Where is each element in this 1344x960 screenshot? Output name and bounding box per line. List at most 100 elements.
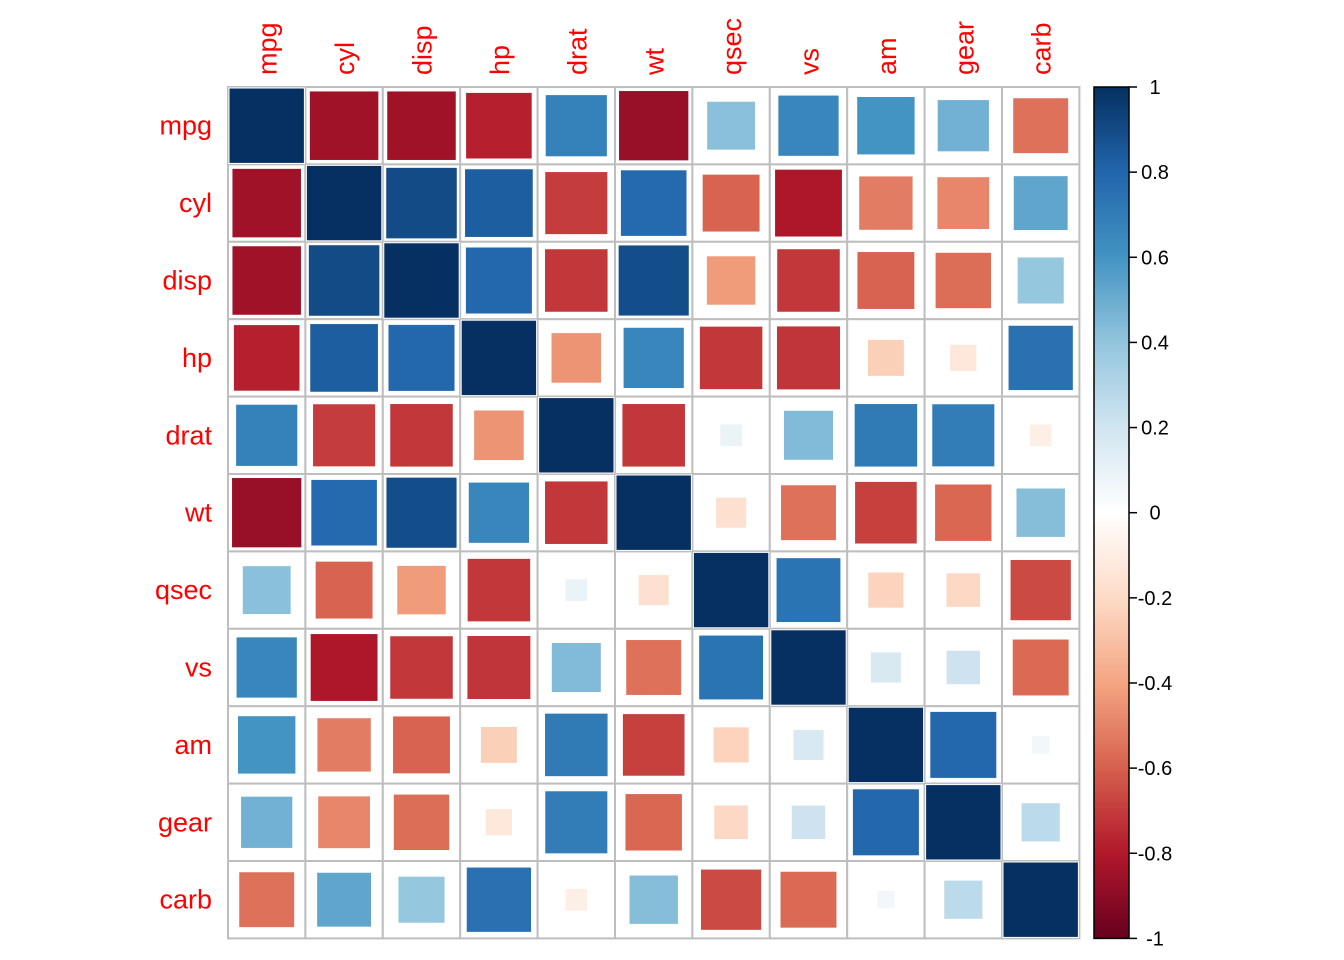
corr-square-mpg-gear: [936, 99, 990, 153]
colorbar-tick-label: 1: [1149, 77, 1160, 99]
row-label-drat: drat: [165, 420, 212, 450]
corr-square-hp-am: [866, 338, 905, 377]
colorbar-tick-label: 0.2: [1141, 418, 1169, 440]
corr-square-am-mpg: [236, 715, 297, 775]
corr-square-vs-cyl: [309, 633, 379, 702]
col-label-carb: carb: [1027, 22, 1057, 75]
corr-square-hp-gear: [949, 343, 978, 372]
corr-square-drat-qsec: [719, 423, 743, 448]
row-label-am: am: [174, 730, 212, 760]
corr-square-drat-wt: [621, 403, 686, 468]
corr-square-mpg-qsec: [706, 100, 757, 151]
corr-square-disp-qsec: [705, 255, 757, 306]
row-label-mpg: mpg: [159, 111, 212, 141]
corr-square-gear-wt: [624, 793, 683, 852]
col-label-gear: gear: [949, 21, 979, 75]
corr-square-carb-carb: [1002, 861, 1079, 938]
corr-square-qsec-gear: [945, 572, 982, 608]
corr-square-carb-wt: [628, 874, 679, 925]
corr-square-vs-wt: [625, 639, 683, 696]
corr-square-hp-hp: [460, 319, 538, 397]
corr-square-carb-drat: [564, 887, 589, 912]
corr-square-drat-mpg: [235, 403, 299, 467]
corr-square-am-disp: [392, 715, 451, 775]
corr-square-carb-mpg: [238, 871, 296, 929]
row-label-carb: carb: [159, 885, 212, 915]
row-label-hp: hp: [182, 343, 212, 373]
colorbar-tick-label: 0.8: [1141, 162, 1169, 184]
corr-square-disp-am: [856, 251, 916, 310]
corr-square-gear-gear: [925, 784, 1002, 861]
corr-square-gear-hp: [484, 808, 513, 837]
corr-square-am-carb: [1030, 735, 1051, 755]
corr-square-qsec-wt: [637, 574, 670, 607]
corr-square-drat-gear: [931, 403, 996, 468]
corr-square-carb-qsec: [699, 868, 763, 931]
corr-square-wt-am: [854, 480, 918, 545]
corr-square-gear-am: [851, 788, 920, 857]
corr-square-hp-wt: [622, 326, 685, 390]
corr-square-disp-vs: [776, 248, 841, 313]
corr-square-vs-gear: [945, 649, 982, 686]
corr-square-vs-am: [869, 651, 902, 684]
corr-square-cyl-drat: [544, 171, 609, 236]
corr-square-qsec-vs: [775, 557, 842, 624]
corr-square-cyl-vs: [774, 168, 843, 238]
corr-square-mpg-carb: [1012, 97, 1070, 155]
corr-square-drat-vs: [782, 409, 835, 461]
colorbar-tick-label: -0.2: [1138, 588, 1172, 610]
corr-square-mpg-drat: [544, 94, 608, 158]
corr-square-qsec-carb: [1009, 558, 1072, 622]
corr-square-carb-disp: [397, 875, 446, 924]
col-label-drat: drat: [562, 28, 592, 75]
corr-square-disp-drat: [544, 248, 609, 313]
corr-square-mpg-vs: [777, 94, 840, 157]
corr-square-carb-cyl: [316, 871, 373, 928]
row-label-gear: gear: [158, 807, 212, 837]
corr-square-drat-hp: [473, 409, 525, 462]
corr-square-am-qsec: [712, 726, 750, 764]
corr-square-qsec-drat: [564, 578, 589, 602]
corr-square-vs-vs: [770, 629, 847, 706]
corr-square-wt-gear: [934, 483, 993, 542]
corr-square-gear-disp: [392, 793, 451, 852]
corr-square-mpg-am: [856, 95, 916, 156]
corr-square-qsec-am: [867, 571, 905, 609]
corr-square-wt-carb: [1015, 487, 1066, 538]
row-label-vs: vs: [185, 653, 212, 683]
colorbar-tick-label: 0: [1149, 503, 1160, 525]
corr-square-mpg-cyl: [308, 90, 380, 161]
corr-square-wt-qsec: [715, 496, 748, 529]
corr-square-disp-disp: [383, 242, 460, 319]
corr-square-vs-carb: [1011, 638, 1070, 697]
correlation-squares: [228, 87, 1079, 938]
col-label-disp: disp: [408, 25, 438, 75]
corr-square-disp-mpg: [231, 245, 302, 316]
corr-square-drat-disp: [389, 403, 454, 468]
corr-square-cyl-disp: [385, 166, 458, 240]
corr-square-qsec-disp: [396, 564, 447, 616]
corr-square-am-gear: [929, 710, 998, 779]
corr-square-vs-mpg: [235, 636, 298, 699]
corr-square-gear-carb: [1020, 802, 1061, 843]
corr-square-cyl-mpg: [231, 167, 302, 239]
corr-square-vs-drat: [550, 641, 602, 694]
corr-square-drat-am: [853, 403, 919, 468]
corr-square-mpg-mpg: [228, 87, 305, 164]
corr-square-gear-qsec: [713, 804, 749, 841]
col-label-wt: wt: [640, 48, 670, 76]
corr-square-vs-disp: [389, 635, 454, 700]
corr-square-carb-vs: [779, 870, 838, 929]
corr-square-disp-cyl: [307, 244, 381, 317]
corr-square-hp-carb: [1007, 324, 1074, 392]
col-label-qsec: qsec: [717, 18, 747, 75]
corr-square-am-cyl: [316, 717, 372, 773]
col-label-hp: hp: [485, 45, 515, 75]
row-label-qsec: qsec: [155, 575, 212, 605]
corr-square-disp-wt: [617, 244, 690, 317]
corr-square-cyl-carb: [1012, 175, 1069, 232]
corr-square-wt-wt: [615, 474, 692, 551]
colorbar: [1093, 86, 1130, 940]
corr-square-disp-hp: [464, 246, 533, 315]
